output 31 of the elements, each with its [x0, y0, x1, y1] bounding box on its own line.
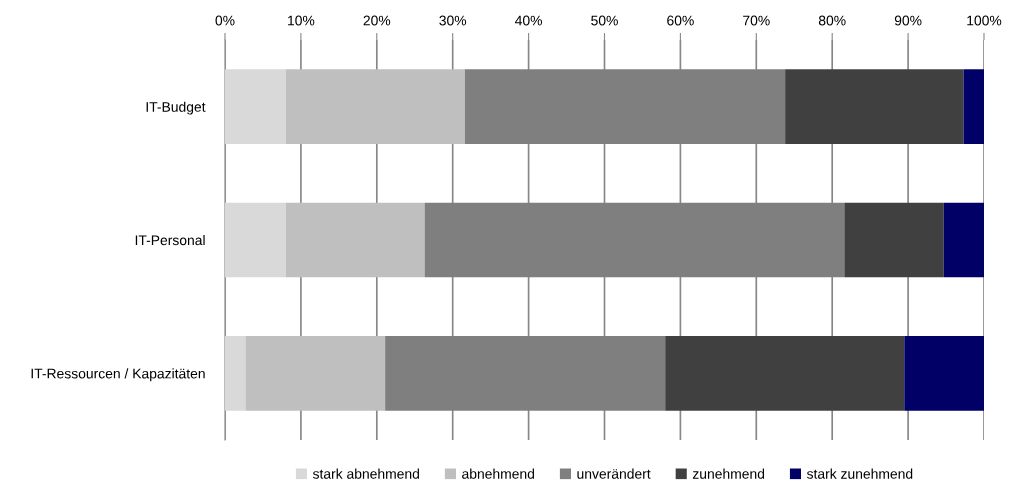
x-tick-label: 80%	[818, 15, 846, 26]
x-tick-label: 20%	[363, 15, 391, 26]
legend-label: zunehmend	[692, 468, 765, 479]
x-tick-label: 90%	[894, 15, 922, 26]
y-tick-label: IT-Ressourcen / Kapazitäten	[31, 368, 205, 382]
x-tick-label: 10%	[288, 15, 315, 26]
bar	[285, 202, 425, 278]
x-tick-label: 70%	[743, 15, 770, 26]
x-tick-label: 50%	[591, 15, 618, 26]
bar	[285, 69, 465, 144]
bar	[665, 336, 905, 411]
bar	[245, 336, 386, 411]
bar	[963, 69, 984, 144]
bar	[225, 202, 286, 278]
legend-label: unverändert	[577, 468, 651, 479]
legend-label: stark zunehmend	[806, 468, 913, 479]
x-tick-label: 0%	[215, 15, 235, 26]
x-tick-label: 60%	[667, 15, 694, 26]
x-tick-label: 40%	[515, 15, 543, 26]
bar	[225, 336, 246, 411]
x-tick-label: 100%	[967, 15, 1002, 26]
bar	[844, 202, 944, 278]
y-tick-label: IT-Personal	[135, 234, 205, 246]
bar	[904, 336, 984, 411]
bar	[785, 69, 964, 144]
bar	[943, 202, 984, 278]
y-tick-label: IT-Budget	[146, 101, 206, 115]
x-tick-label: 30%	[439, 15, 467, 26]
legend-label: stark abnehmend	[312, 468, 419, 479]
bar	[225, 69, 286, 144]
legend-label: abnehmend	[462, 468, 534, 479]
